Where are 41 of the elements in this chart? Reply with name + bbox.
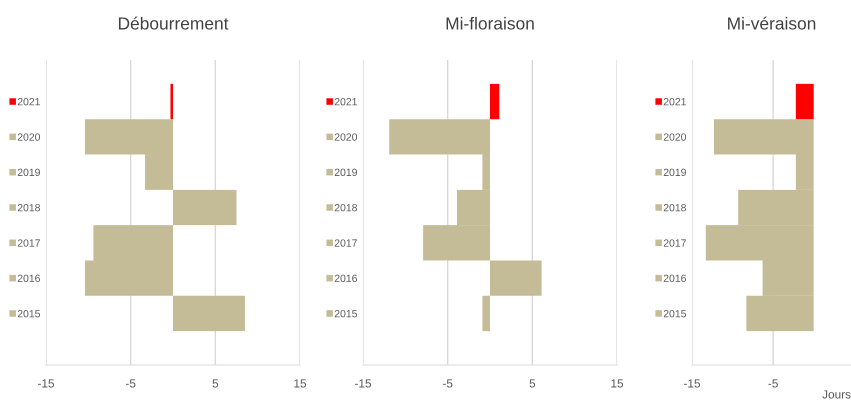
chart-title: Mi-floraison [446,16,534,30]
y-tick-label: 2017 [18,239,40,247]
y-tick-label: 2021 [664,98,686,106]
x-tick-label: -5 [442,379,452,388]
bar [173,296,245,332]
y-tick-label: 2016 [664,274,686,282]
bar [173,190,236,226]
y-tick-label: 2015 [664,310,686,318]
y-tick-label: 2016 [334,274,357,282]
chart-title: Débourrement [118,16,228,30]
y-tick-label: 2019 [18,168,40,176]
y-tick-label: 2018 [18,204,40,212]
x-tick-label: -15 [684,379,700,388]
y-tick-label: 2015 [18,310,40,318]
y-tick-label: 2015 [334,310,358,318]
y-tick-label: 2018 [334,204,357,212]
y-tick-label: 2021 [18,98,40,106]
y-tick-label: 2020 [18,133,40,141]
x-tick-label: -15 [354,379,372,388]
x-tick-label: 15 [294,379,306,388]
y-tick-label: 2020 [664,133,686,141]
y-tick-label: 2021 [334,98,357,106]
x-tick-label: -15 [38,379,54,388]
x-tick-label: -5 [768,379,778,388]
y-tick-label: 2019 [334,168,357,176]
y-tick-label: 2017 [664,239,686,247]
y-tick-label: 2017 [334,239,357,247]
chart-title: Mi-véraison [728,16,816,30]
bar [170,84,173,120]
y-tick-label: 2019 [664,168,686,176]
y-tick-label: 2018 [664,204,686,212]
x-tick-label: 5 [530,379,536,388]
x-tick-label: -5 [126,379,136,388]
x-tick-label: 15 [611,379,624,388]
y-tick-label: 2016 [18,274,40,282]
x-tick-label: 5 [212,379,218,388]
x-axis-title: Jours [822,390,851,399]
bar [490,260,542,296]
bar [490,84,500,120]
y-tick-label: 2020 [334,133,358,141]
bar [482,296,490,332]
